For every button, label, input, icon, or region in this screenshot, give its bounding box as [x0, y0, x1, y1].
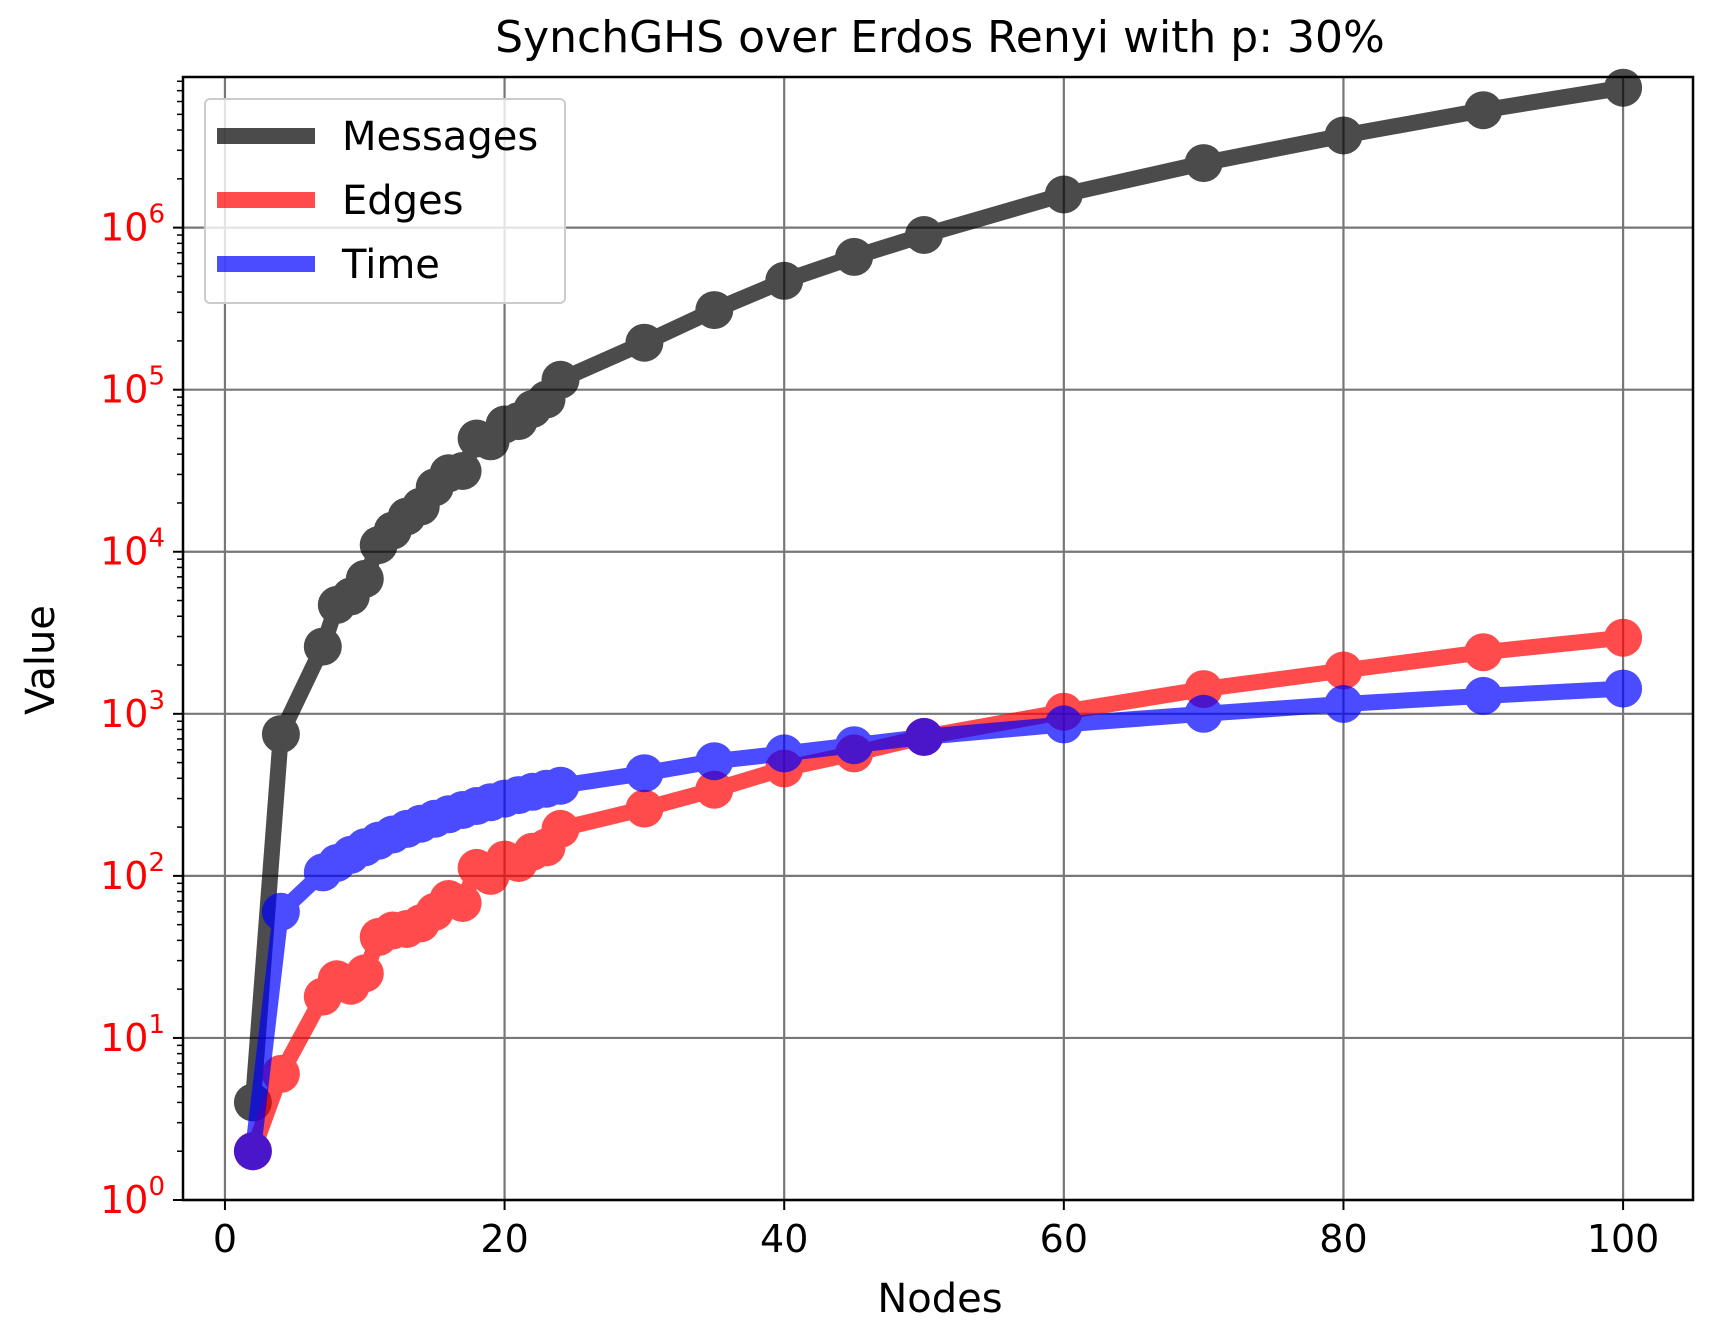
data-point	[1604, 618, 1643, 657]
data-point	[1324, 116, 1363, 155]
legend: Messages Edges Time	[204, 98, 566, 304]
data-point	[765, 734, 804, 773]
data-point	[625, 789, 664, 828]
data-point	[1604, 68, 1643, 107]
data-point	[1184, 694, 1223, 733]
x-tick-label: 40	[760, 1217, 808, 1261]
data-point	[303, 627, 342, 666]
legend-item-time: Time	[217, 242, 440, 288]
data-point	[345, 954, 384, 993]
data-point	[1324, 685, 1363, 723]
x-tick-label: 20	[480, 1217, 528, 1261]
chart-title: SynchGHS over Erdos Renyi with p: 30%	[495, 12, 1385, 63]
data-point	[1464, 633, 1503, 672]
data-point	[1184, 144, 1223, 183]
y-tick-label: 100	[100, 1172, 165, 1222]
data-point	[443, 452, 482, 490]
data-point	[695, 770, 734, 809]
data-point	[1464, 676, 1503, 715]
data-point	[835, 237, 874, 276]
y-tick-label: 103	[100, 686, 165, 736]
data-point	[625, 754, 664, 793]
data-series	[233, 68, 1643, 1171]
y-tick-label: 105	[100, 362, 165, 412]
data-point	[695, 742, 734, 781]
data-point	[233, 1132, 272, 1171]
legend-item-edges: Edges	[217, 178, 464, 224]
legend-box	[204, 98, 566, 304]
x-tick-label: 60	[1040, 1217, 1088, 1261]
data-point	[541, 766, 580, 805]
data-point	[261, 892, 300, 931]
data-point	[443, 884, 482, 922]
x-tick-label: 0	[213, 1217, 237, 1261]
data-point	[345, 559, 384, 598]
x-axis-ticks: 0 20 40 60 80 100	[213, 1200, 1660, 1261]
data-point	[541, 809, 580, 848]
x-tick-label: 80	[1319, 1217, 1367, 1261]
data-point	[261, 715, 300, 754]
data-point	[261, 1054, 300, 1093]
legend-item-messages: Messages	[217, 114, 538, 160]
y-tick-label: 106	[100, 200, 165, 250]
x-axis-title: Nodes	[877, 1276, 1002, 1322]
data-point	[1044, 175, 1083, 214]
y-axis-title: Value	[18, 605, 64, 715]
series-time	[233, 669, 1643, 1171]
x-tick-label: 100	[1587, 1217, 1660, 1261]
data-point	[625, 323, 664, 362]
data-point	[905, 717, 943, 756]
data-point	[835, 726, 874, 765]
data-point	[1604, 669, 1643, 708]
plot-frame	[181, 75, 1695, 1202]
legend-label: Edges	[342, 178, 464, 224]
y-axis-ticks: 100 101 102 103 104 105 106	[100, 200, 183, 1222]
y-tick-label: 104	[100, 524, 165, 574]
data-point	[1464, 91, 1503, 130]
series-messages	[233, 68, 1643, 1122]
data-point	[695, 291, 734, 330]
y-tick-label: 101	[100, 1010, 165, 1060]
legend-label: Time	[341, 242, 440, 288]
data-point	[1324, 651, 1363, 690]
data-point	[765, 261, 804, 300]
data-point	[1044, 705, 1083, 744]
data-point	[541, 360, 580, 399]
y-tick-label: 102	[100, 848, 165, 898]
legend-label: Messages	[342, 114, 538, 160]
data-point	[905, 216, 943, 254]
